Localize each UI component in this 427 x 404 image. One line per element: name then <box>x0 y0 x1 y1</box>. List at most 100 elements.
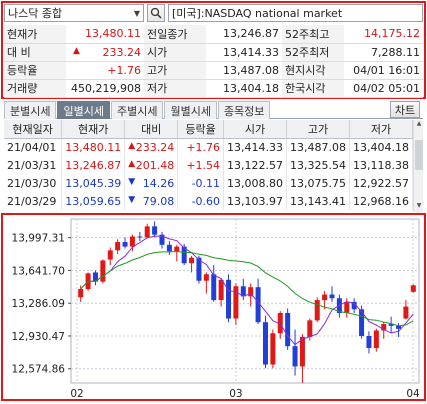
diff-cell: ▲ 201.48 <box>124 156 179 174</box>
column-header[interactable]: 등락율 <box>177 120 225 139</box>
y-tick-label: 13,286.09 <box>12 298 65 310</box>
candle-body <box>359 309 365 337</box>
candle-body <box>403 306 409 319</box>
candle-body <box>107 250 113 260</box>
chart-canvas: 13,997.31 13,641.70 13,286.09 12,930.47 12,5… <box>12 218 420 400</box>
candle-body <box>410 285 416 292</box>
tab-4[interactable]: 월별시세 <box>164 101 217 119</box>
candle-body <box>381 324 387 331</box>
x-tick-label: 04 <box>406 388 420 400</box>
y-tick-label: 13,641.70 <box>12 265 65 277</box>
chevron-down-icon[interactable]: ▼ <box>133 8 140 18</box>
candle-body <box>277 312 283 334</box>
quote-row: 거래량 450,219,908 저가 13,404.18 한국시각 04/02 05:01 <box>4 79 423 98</box>
candle-body <box>78 289 84 298</box>
open-cell: 13,103.97 <box>223 192 288 210</box>
quote-label: 거래량 <box>4 79 66 98</box>
quote-row: 현재가 13,480.11 전일종가 13,246.87 52주최고 14,175.12 <box>4 25 423 44</box>
daily-price-table: 현재일자 현재가 대비 등락율 시가 고가 저가 21/04/01 13,480.11 ▲ 233… <box>4 120 413 210</box>
candle-body <box>152 226 158 235</box>
quote-label: 52주최저 <box>282 43 344 62</box>
candle-body <box>159 234 165 245</box>
candle-body <box>299 336 305 367</box>
x-tick-label: 02 <box>70 388 83 400</box>
quote-label: 시가 <box>144 43 206 62</box>
y-tick-label: 12,574.86 <box>12 364 66 376</box>
quote-label: 고가 <box>144 61 206 80</box>
candle-body <box>226 279 232 319</box>
candle-body <box>329 294 335 299</box>
quote-label: 52주최고 <box>282 25 344 44</box>
quote-value: 14,175.12 <box>344 25 423 44</box>
date-cell: 21/03/29 <box>4 192 63 210</box>
magnifier-icon <box>150 7 162 19</box>
candle-body <box>196 257 202 281</box>
close-cell: 13,480.11 <box>61 138 126 156</box>
candle-body <box>262 322 268 365</box>
rate-cell: -0.60 <box>177 192 225 210</box>
column-header[interactable]: 시가 <box>223 120 288 139</box>
search-button[interactable] <box>147 4 165 22</box>
index-selector[interactable]: 나스닥 종합 ▼ <box>4 4 144 22</box>
column-header[interactable]: 대비 <box>124 120 179 139</box>
rate-cell: -0.11 <box>177 174 225 192</box>
candle-body <box>285 312 291 347</box>
tab-2[interactable]: 일별시세 <box>57 101 110 119</box>
low-cell: 12,922.57 <box>349 174 413 192</box>
candle-body <box>351 301 357 310</box>
low-cell: 12,968.16 <box>349 192 413 210</box>
tab-1[interactable]: 분별시세 <box>4 101 57 119</box>
search-bar: 나스닥 종합 ▼ [미국]:NASDAQ national market <box>4 3 423 23</box>
table-row[interactable]: 21/04/01 13,480.11 ▲ 233.24 +1.76 13,414.33 13… <box>4 138 413 156</box>
table-scrollbar[interactable]: ▲ ▼ <box>413 120 423 212</box>
candle-body <box>344 301 350 313</box>
tab-5[interactable]: 종목정보 <box>217 101 271 119</box>
candle-body <box>366 336 372 348</box>
column-header[interactable]: 저가 <box>349 120 413 139</box>
date-cell: 21/03/30 <box>4 174 63 192</box>
quote-value: ▲ 233.24 <box>66 43 144 62</box>
up-arrow-icon: ▲ <box>128 158 136 169</box>
quote-label: 현재가 <box>4 25 66 44</box>
ma-short-line <box>80 235 414 346</box>
candlestick-chart: 13,997.31 13,641.70 13,286.09 12,930.47 12,5… <box>1 213 426 401</box>
candle-body <box>129 236 135 247</box>
low-cell: 13,404.18 <box>349 138 413 156</box>
quote-value: 7,288.11 <box>344 43 423 62</box>
date-cell: 21/03/31 <box>4 156 63 174</box>
scroll-down-icon[interactable]: ▼ <box>416 202 422 209</box>
diff-cell: ▼ 14.26 <box>124 174 179 192</box>
scroll-thumb[interactable] <box>415 140 423 170</box>
candle-body <box>233 286 239 319</box>
table-row[interactable]: 21/03/29 13,059.65 ▼ 79.08 -0.60 13,103.97 13,… <box>4 192 413 210</box>
quote-value: 13,404.18 <box>206 79 282 98</box>
scroll-up-icon[interactable]: ▲ <box>416 120 422 127</box>
up-arrow-icon: ▲ <box>128 140 136 151</box>
table-row[interactable]: 21/03/31 13,246.87 ▲ 201.48 +1.54 13,122.57 13… <box>4 156 413 174</box>
diff-cell: ▲ 233.24 <box>124 138 179 156</box>
quote-label: 대 비 <box>4 43 66 62</box>
highlight-quote-panel <box>1 1 426 99</box>
index-name: 나스닥 종합 <box>8 7 63 20</box>
candle-body <box>307 320 313 337</box>
candle-body <box>100 260 106 282</box>
chart-button[interactable]: 차트 <box>390 101 420 118</box>
high-cell: 13,143.41 <box>286 192 350 210</box>
down-arrow-icon: ▼ <box>128 194 136 205</box>
diff-cell: ▼ 79.08 <box>124 192 179 210</box>
column-header[interactable]: 고가 <box>286 120 350 139</box>
up-arrow-icon: ▲ <box>73 45 80 56</box>
high-cell: 13,487.08 <box>286 138 350 156</box>
table-row[interactable]: 21/03/30 13,045.39 ▼ 14.26 -0.11 13,008.80 13,… <box>4 174 413 192</box>
y-tick-label: 12,930.47 <box>12 331 65 343</box>
rate-cell: +1.76 <box>177 138 225 156</box>
market-title: [미국]:NASDAQ national market <box>168 4 423 22</box>
close-cell: 13,059.65 <box>61 192 126 210</box>
quote-label: 등락율 <box>4 61 66 80</box>
column-header[interactable]: 현재일자 <box>4 120 63 139</box>
column-header[interactable]: 현재가 <box>61 120 126 139</box>
quote-table: 현재가 13,480.11 전일종가 13,246.87 52주최고 14,175.12 대… <box>4 25 423 98</box>
candle-body <box>203 274 209 281</box>
tab-3[interactable]: 주별시세 <box>110 101 164 119</box>
quote-value: 04/02 05:01 <box>344 79 423 98</box>
